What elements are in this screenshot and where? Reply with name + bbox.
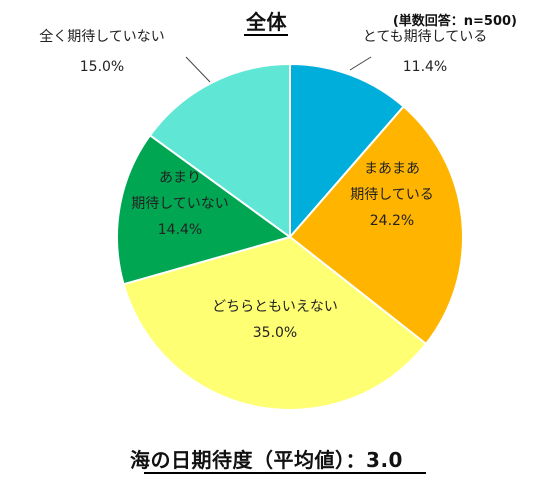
pie-slice-3 [122,235,428,411]
slice-label-2-line-1: まあまあ [364,161,420,177]
slice-value-label-1: 11.4% [403,59,447,75]
leader-line-1 [349,56,372,71]
average-score-label: 海の日期待度（平均値）：3.0 [130,448,403,472]
title-underline [244,34,288,36]
pie-slice-4 [116,133,293,286]
pie-slice-2 [288,105,464,346]
slice-value-label-2: 24.2% [370,213,414,229]
sample-size-note: (単数回答：n=500) [392,14,517,29]
slice-label-4-line-1: あまり [159,170,201,186]
pie-slice-5 [148,62,291,239]
slice-label-4-line-2: 期待していない [131,196,229,212]
chart-title: 全体 [246,10,287,34]
pie-slice-1 [289,62,406,240]
slice-label-1-line-1: とても期待している [363,29,487,45]
slice-label-group-5: 全く期待していない 15.0% [39,28,165,75]
slice-value-label-3: 35.0% [253,325,297,341]
slice-label-group-3: どちらともいえない 35.0% [212,299,338,341]
slice-label-3-line-1: どちらともいえない [212,299,338,315]
slice-label-2-line-2: 期待している [350,187,434,203]
slice-value-label-4: 14.4% [158,222,202,238]
slice-label-group-1: とても期待している 11.4% [363,29,487,75]
average-underline [144,472,426,474]
slice-value-label-5: 15.0% [80,59,124,75]
leader-line-5 [185,56,211,83]
slice-label-5-line-1: 全く期待していない [39,28,165,45]
